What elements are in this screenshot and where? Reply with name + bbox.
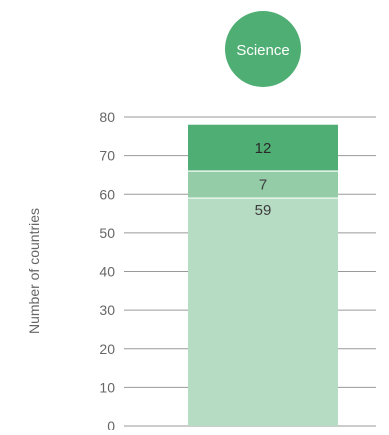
bar-segment [188,171,338,199]
data-label: 12 [255,140,272,157]
bars [188,124,338,426]
bar-segment [188,124,338,172]
bar-segment [188,198,338,426]
y-tick-label: 40 [99,264,115,280]
y-axis-ticks: 0 10 20 30 40 50 60 70 80 [99,109,115,434]
data-labels: 59 7 12 [255,140,272,219]
y-axis-label: Number of countries [26,208,42,334]
y-tick-label: 70 [99,148,115,164]
y-tick-label: 20 [99,341,115,357]
y-tick-label: 50 [99,225,115,241]
y-tick-label: 10 [99,379,115,395]
y-tick-label: 30 [99,302,115,318]
data-label: 59 [255,202,272,219]
y-tick-label: 60 [99,186,115,202]
y-tick-label: 0 [107,418,115,430]
data-label: 7 [259,177,267,194]
y-tick-label: 80 [99,109,115,125]
category-badge-group: Science [225,11,301,87]
category-badge [225,11,301,87]
category-badge-label: Science [236,42,289,59]
